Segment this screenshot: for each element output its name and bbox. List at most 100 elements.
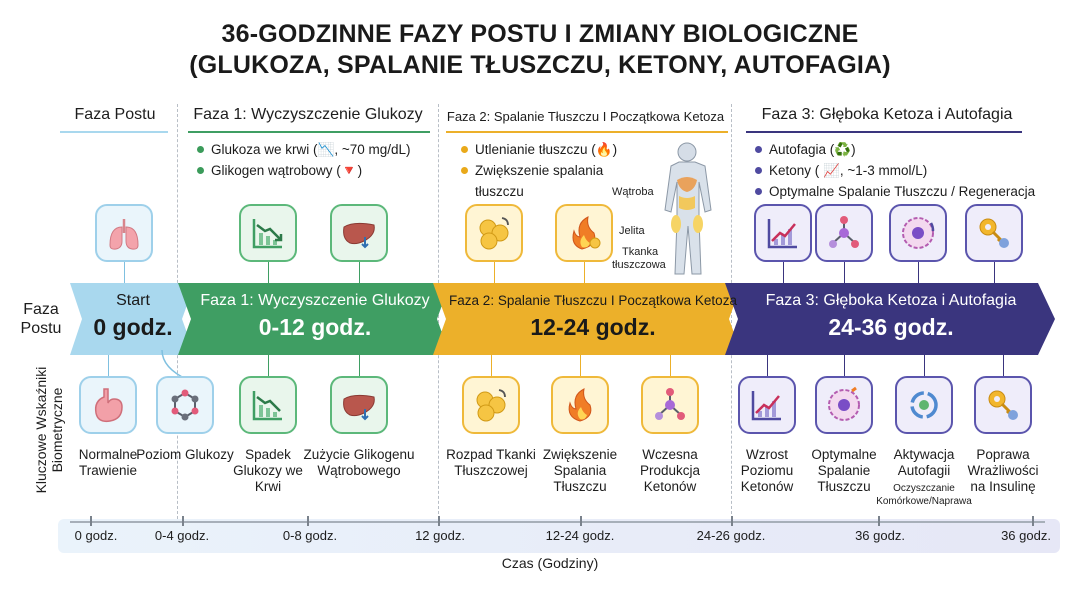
axis-tick-label: 12 godz.: [415, 528, 465, 543]
connector: [359, 355, 360, 379]
axis-tick-label: 36 godz.: [1001, 528, 1051, 543]
band-label-phase-1: Faza 1: Wyczyszczenie Glukozy 0-12 godz.: [190, 290, 440, 342]
band-name: Faza 3: Głęboka Ketoza i Autofagia: [765, 292, 1017, 309]
stomach-icon: [79, 376, 137, 434]
axis-tick-label: 36 godz.: [855, 528, 905, 543]
flame-fat-icon: [555, 204, 613, 262]
phase-header-start: Faza Postu: [74, 106, 156, 123]
body-label-fat-2: tłuszczowa: [612, 259, 666, 271]
connector: [580, 355, 581, 379]
biomarker-label: Wzrost Poziomu Ketonów: [740, 447, 794, 494]
fat-cells-icon: [465, 204, 523, 262]
connector: [918, 262, 919, 286]
biomarkers-vertical-label: Kluczowe Wskaźniki Biometryczne: [33, 350, 65, 510]
band-segment-start: [70, 283, 195, 355]
axis-tick-label: 12-24 godz.: [545, 528, 615, 543]
fat-cells-icon: [462, 376, 520, 434]
axis-tick: [1032, 516, 1034, 526]
lungs-icon: [95, 204, 153, 262]
biomarker-label: Zwiększenie Spalania Tłuszczu: [542, 447, 618, 494]
key-icon: [974, 376, 1032, 434]
phase-3-bullets: Autofagia (♻️) Ketony ( 📈, ~1-3 mmol/L) …: [755, 139, 1035, 202]
label-line: Kluczowe Wskaźniki: [33, 366, 49, 494]
band-segment-phase-3: [725, 283, 1055, 355]
band-label-phase-2: Faza 2: Spalanie Tłuszczu I Początkowa K…: [448, 290, 738, 342]
body-label-liver: Wątroba: [612, 186, 654, 198]
label-line: Postu: [20, 320, 62, 337]
biomarker-label: Aktywacja Autofagii: [893, 447, 955, 478]
phase-timeline-band: [70, 283, 1055, 355]
liver-icon: [330, 376, 388, 434]
band-hours: 0 godz.: [93, 314, 173, 340]
band-segment-phase-1: [178, 283, 450, 355]
body-label-gut: Jelita: [619, 225, 645, 237]
axis-tick: [307, 516, 309, 526]
bullet-item: Ketony ( 📈, ~1-3 mmol/L): [755, 160, 1035, 181]
phase-header-3: Faza 3: Głęboka Ketoza i Autofagia: [761, 106, 1013, 123]
band-hours: 0-12 godz.: [258, 314, 372, 340]
liver-icon: [330, 204, 388, 262]
molecule-icon: [815, 204, 873, 262]
axis-tick: [731, 516, 733, 526]
connector: [670, 355, 671, 379]
cell-icon: [815, 376, 873, 434]
phase-1-bullets: Glukoza we krwi (📉, ~70 mg/dL) Glikogen …: [197, 139, 411, 181]
chart-up-icon: [754, 204, 812, 262]
band-hours: 24-36 godz.: [828, 314, 954, 340]
biomarker-label: Wczesna Produkcja Ketonów: [639, 447, 701, 494]
biomarker-label: Poprawa Wrażliwości na Insulinę: [967, 447, 1039, 494]
connector: [491, 355, 492, 379]
axis-tick-label: 24-26 godz.: [696, 528, 766, 543]
axis-tick: [438, 516, 440, 526]
phase-underline: [188, 131, 430, 133]
human-body-icon: [664, 142, 712, 275]
molecule-icon: [156, 376, 214, 434]
key-icon: [965, 204, 1023, 262]
band-name: Faza 2: Spalanie Tłuszczu I Początkowa K…: [449, 293, 737, 308]
connector: [994, 262, 995, 286]
bullet-item: Optymalne Spalanie Tłuszczu / Regeneracj…: [755, 181, 1035, 202]
band-name: Start: [116, 292, 150, 309]
band-segment-phase-2: [433, 283, 742, 355]
chart-up-icon: [738, 376, 796, 434]
axis-tick: [182, 516, 184, 526]
band-label-phase-3: Faza 3: Głęboka Ketoza i Autofagia 24-36…: [742, 290, 1040, 342]
band-hours: 12-24 godz.: [530, 314, 656, 340]
connector: [494, 262, 495, 286]
label-line: Faza: [23, 301, 59, 318]
connector: [844, 262, 845, 286]
chart-down-icon: [239, 376, 297, 434]
connector: [924, 355, 925, 379]
body-label-fat-1: Tkanka: [622, 246, 659, 258]
connector: [124, 262, 125, 286]
molecule-icon: [641, 376, 699, 434]
biomarker-label: Optymalne Spalanie Tłuszczu: [811, 447, 877, 494]
flame-icon: [551, 376, 609, 434]
phase-underline: [746, 131, 1022, 133]
axis-tick: [580, 516, 582, 526]
bullet-item: Glukoza we krwi (📉, ~70 mg/dL): [197, 139, 411, 160]
chart-down-icon: [239, 204, 297, 262]
biomarker-label: Zużycie Glikogenu Wątrobowego: [303, 447, 415, 478]
phase-header-1: Faza 1: Wyczyszczenie Glukozy: [193, 106, 423, 123]
connector: [844, 355, 845, 379]
connector: [268, 262, 269, 286]
connector: [783, 262, 784, 286]
time-axis-line: [70, 521, 1045, 523]
title-line-2: (GLUKOZA, SPALANIE TŁUSZCZU, KETONY, AUT…: [189, 51, 891, 79]
axis-tick: [90, 516, 92, 526]
connector: [359, 262, 360, 286]
bullet-item: Utlenianie tłuszczu (🔥): [461, 139, 617, 160]
connector: [268, 355, 269, 379]
recycle-icon: [895, 376, 953, 434]
connector: [1003, 355, 1004, 379]
band-name: Faza 1: Wyczyszczenie Glukozy: [200, 292, 430, 309]
biomarker-label: Normalne Trawienie: [78, 447, 138, 478]
phase-2-bullets: Utlenianie tłuszczu (🔥) Zwiększenie spal…: [461, 139, 617, 202]
bullet-item: Glikogen wątrobowy (🔻): [197, 160, 411, 181]
axis-tick-label: 0-4 godz.: [154, 528, 210, 543]
biomarker-label: Rozpad Tkanki Tłuszczowej: [446, 447, 536, 478]
axis-tick-label: 0 godz.: [74, 528, 118, 543]
connector: [767, 355, 768, 379]
phase-header-2: Faza 2: Spalanie Tłuszczu I Początkowa K…: [446, 109, 725, 124]
